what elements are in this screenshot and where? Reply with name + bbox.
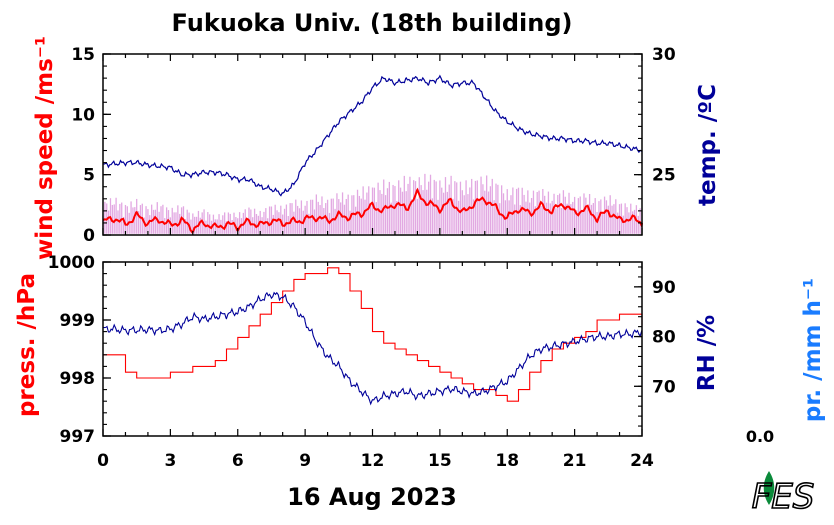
x-tick-label: 18 bbox=[495, 451, 519, 471]
x-tick-label: 0 bbox=[97, 451, 109, 471]
y-tick-label: 70 bbox=[652, 377, 676, 397]
rh-axis-label: RH /% bbox=[694, 315, 720, 391]
bottom-panel-pressure-rh: 997 998 999 1000 70 80 90 press. /hPa RH /% pr… bbox=[14, 253, 826, 447]
chart-title: Fukuoka Univ. (18th building) bbox=[172, 9, 573, 37]
pressure-line bbox=[103, 267, 643, 402]
precip-value: 0.0 bbox=[746, 427, 774, 446]
y-tick-label: 997 bbox=[60, 427, 96, 447]
y-tick-label: 80 bbox=[652, 328, 676, 348]
x-tick-label: 9 bbox=[299, 451, 311, 471]
y-tick-label: 15 bbox=[71, 45, 95, 65]
y-tick-label: 1000 bbox=[48, 253, 95, 273]
y-tick-label: 90 bbox=[652, 278, 676, 298]
logo-text: FES bbox=[752, 477, 815, 517]
precip-axis-label: pr. /mm h⁻¹ bbox=[800, 278, 826, 422]
y-tick-label: 0 bbox=[83, 226, 95, 246]
x-tick-label: 15 bbox=[428, 451, 452, 471]
logo-leaf-icon bbox=[763, 471, 775, 505]
temperature-axis-label: temp. /ºC bbox=[695, 84, 721, 206]
x-tick-label: 3 bbox=[164, 451, 176, 471]
temperature-line bbox=[102, 74, 643, 197]
y-tick-label: 5 bbox=[83, 166, 95, 186]
x-tick-label: 6 bbox=[232, 451, 244, 471]
x-tick-label: 21 bbox=[563, 451, 587, 471]
x-tick-label: 12 bbox=[361, 451, 385, 471]
x-tick-label: 24 bbox=[630, 451, 654, 471]
date-label: 16 Aug 2023 bbox=[287, 483, 457, 511]
y-tick-label: 999 bbox=[60, 311, 96, 331]
wind-speed-axis-label: wind speed /ms⁻¹ bbox=[32, 36, 58, 260]
y-tick-label: 998 bbox=[60, 369, 96, 389]
top-panel-wind-temperature: 0 5 10 15 25 30 wind speed /ms⁻¹ temp. /ºC bbox=[32, 36, 721, 260]
fes-logo: FES bbox=[751, 471, 815, 518]
pressure-axis-label: press. /hPa bbox=[14, 273, 40, 417]
rh-line bbox=[102, 291, 643, 406]
y-tick-label: 10 bbox=[71, 105, 95, 125]
y-tick-label: 25 bbox=[652, 166, 676, 186]
y-tick-label: 30 bbox=[652, 45, 676, 65]
